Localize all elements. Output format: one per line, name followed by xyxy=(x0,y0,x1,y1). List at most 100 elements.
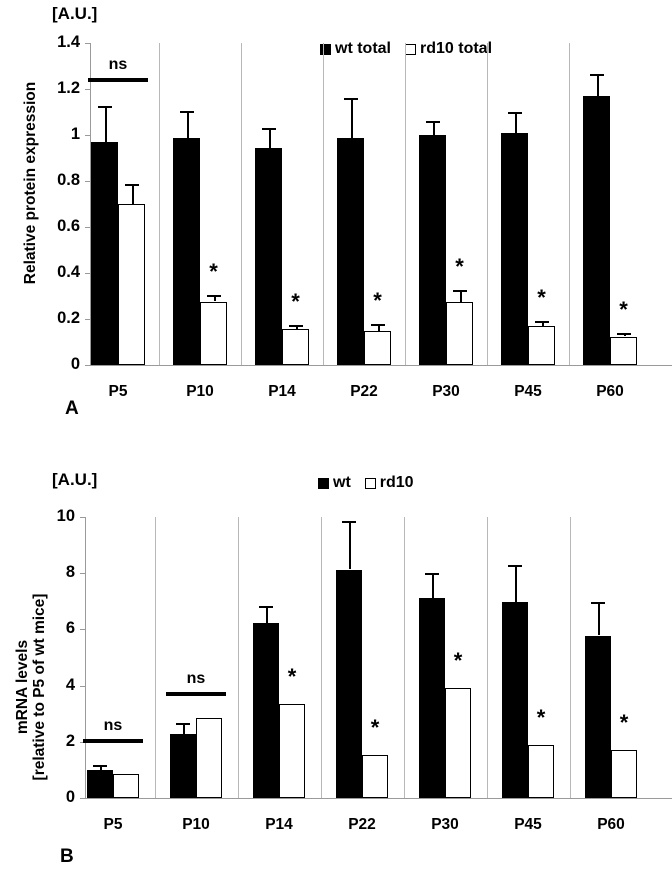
panel-b-units-label: [A.U.] xyxy=(52,470,98,489)
legend-label-wt: wt xyxy=(333,474,351,491)
group-separator xyxy=(321,517,322,798)
error-bar-cap xyxy=(426,121,440,123)
error-bar-cap xyxy=(207,295,221,297)
panel-b-letter: B xyxy=(60,846,74,867)
significance-star-P22: * xyxy=(370,715,380,741)
filled-square-icon xyxy=(318,477,329,489)
error-bar-stem xyxy=(515,112,517,133)
group-separator xyxy=(159,43,160,365)
error-bar-stem xyxy=(597,74,599,96)
group-separator xyxy=(570,517,571,798)
error-bar-cap xyxy=(262,128,276,130)
bar-rd10-P22 xyxy=(362,755,388,798)
group-separator xyxy=(323,43,324,365)
ns-label-P5: ns xyxy=(103,717,123,735)
y-axis-tick-label: 1.4 xyxy=(57,33,80,51)
error-bar-cap xyxy=(180,111,194,113)
panel-b-legend: wt rd10 xyxy=(318,474,414,492)
error-bar-stem xyxy=(296,325,298,329)
error-bar-stem xyxy=(542,321,544,326)
panel-b: [A.U.] mRNA levels [relative to P5 of wt… xyxy=(0,442,672,884)
y-axis-tick xyxy=(85,273,90,274)
x-axis-label-P60: P60 xyxy=(596,383,624,400)
bar-rd10-P10 xyxy=(196,718,222,798)
bar-wt-P60 xyxy=(585,636,611,798)
y-axis-tick-label: 0.6 xyxy=(57,217,80,235)
significance-star-P10: * xyxy=(209,259,218,285)
x-axis-line xyxy=(85,798,672,799)
y-axis-tick-label: 0.8 xyxy=(57,171,80,189)
y-axis-tick xyxy=(85,89,90,90)
ns-bracket-P5 xyxy=(88,78,148,83)
error-bar-stem xyxy=(269,128,271,148)
error-bar-stem xyxy=(214,295,216,301)
y-axis-tick xyxy=(85,227,90,228)
significance-star-P22: * xyxy=(373,288,382,314)
bar-wt-P30 xyxy=(419,598,445,798)
legend-label-rd10-total: rd10 total xyxy=(420,40,493,57)
error-bar-cap xyxy=(591,602,605,604)
bar-rd10-P45 xyxy=(528,326,555,365)
legend-label-rd10: rd10 xyxy=(379,474,414,491)
panel-a-plot-area: 0 0.2 0.4 0.6 0.8 1 1.2 1.4 P5 ns P10 * P14 * P22 * P30 *… xyxy=(57,33,672,400)
bar-rd10-P45 xyxy=(528,745,554,798)
x-axis-label-P22: P22 xyxy=(348,816,376,833)
error-bar-cap xyxy=(93,765,107,767)
error-bar-stem xyxy=(266,606,268,623)
error-bar-cap xyxy=(176,723,190,725)
ns-bracket-P5 xyxy=(83,739,143,744)
legend-entry-wt: wt xyxy=(318,474,351,492)
legend-entry-rd10: rd10 xyxy=(364,474,414,492)
bar-rd10-P10 xyxy=(200,302,227,365)
error-bar-stem xyxy=(378,324,380,331)
x-axis-label-P5: P5 xyxy=(103,816,123,833)
bar-rd10-P14 xyxy=(282,329,309,365)
significance-star-P60: * xyxy=(619,297,628,323)
error-bar-cap xyxy=(344,98,358,100)
bar-wt-P10 xyxy=(173,138,200,365)
x-axis-label-P14: P14 xyxy=(265,816,293,833)
panel-a: [A.U.] Relative protein expression wt to… xyxy=(22,4,672,419)
x-axis-line xyxy=(90,365,672,366)
bar-wt-P14 xyxy=(255,148,282,365)
bar-wt-P45 xyxy=(502,602,528,798)
bar-rd10-P22 xyxy=(364,331,391,365)
y-axis-tick-label: 2 xyxy=(65,731,75,750)
x-axis-label-P45: P45 xyxy=(514,383,542,400)
x-axis-label-P14: P14 xyxy=(268,383,296,400)
y-axis-tick-label: 0 xyxy=(70,355,80,373)
error-bar-stem xyxy=(105,106,107,142)
y-axis-tick-label: 1.2 xyxy=(57,79,80,97)
y-axis-tick xyxy=(80,798,85,799)
panel-a-units-label: [A.U.] xyxy=(52,4,98,23)
group-separator xyxy=(487,43,488,365)
y-axis-tick-label: 1 xyxy=(70,125,80,143)
error-bar-stem xyxy=(100,765,102,770)
error-bar-cap xyxy=(535,321,549,323)
error-bar-cap xyxy=(617,333,631,335)
bar-wt-P10 xyxy=(170,734,196,798)
x-axis-label-P10: P10 xyxy=(182,816,210,833)
y-axis-line xyxy=(90,43,91,366)
error-bar-stem xyxy=(351,98,353,138)
y-axis-tick-label: 0 xyxy=(65,788,75,806)
bar-wt-P60 xyxy=(583,96,610,365)
bar-rd10-P5 xyxy=(118,204,145,365)
panel-b-plot-area: 0 2 4 6 8 10 P5 ns P10 ns P14 * P22 * P30 * P45 * P60 * xyxy=(0,442,672,884)
error-bar-stem xyxy=(598,602,600,635)
group-separator xyxy=(404,517,405,798)
significance-star-P30: * xyxy=(453,648,463,674)
bar-wt-P22 xyxy=(337,138,364,365)
y-axis-tick xyxy=(85,319,90,320)
y-axis-tick xyxy=(80,686,85,687)
bar-rd10-P60 xyxy=(610,337,637,365)
group-separator xyxy=(487,517,488,798)
y-axis-line xyxy=(85,517,86,799)
panel-a-letter: A xyxy=(65,398,79,419)
error-bar-stem xyxy=(349,521,351,569)
x-axis-label-P22: P22 xyxy=(350,383,378,400)
group-separator xyxy=(569,43,570,365)
group-separator xyxy=(241,43,242,365)
significance-star-P45: * xyxy=(537,285,546,311)
